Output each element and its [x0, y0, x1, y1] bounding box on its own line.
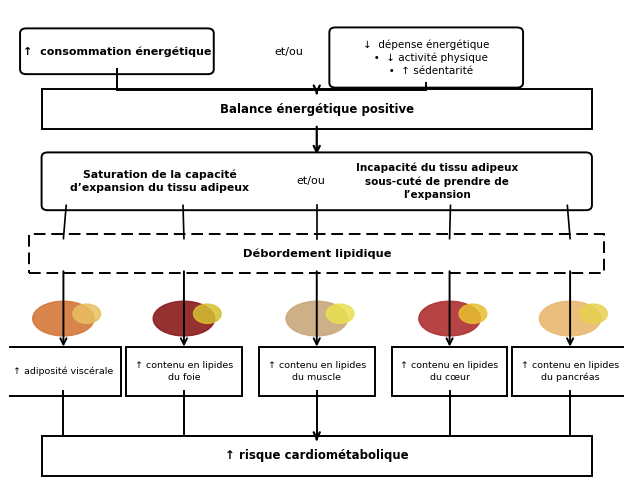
- FancyBboxPatch shape: [329, 28, 523, 87]
- Ellipse shape: [459, 304, 487, 324]
- Text: et/ou: et/ou: [296, 176, 325, 186]
- Text: Incapacité du tissu adipeux
sous-cuté de prendre de
l’expansion: Incapacité du tissu adipeux sous-cuté de…: [355, 163, 518, 199]
- Ellipse shape: [580, 304, 607, 324]
- FancyBboxPatch shape: [42, 153, 592, 210]
- Ellipse shape: [194, 304, 221, 324]
- Text: ↑ contenu en lipides
du foie: ↑ contenu en lipides du foie: [135, 361, 233, 382]
- FancyBboxPatch shape: [126, 347, 242, 396]
- Text: ↑ contenu en lipides
du pancréas: ↑ contenu en lipides du pancréas: [521, 361, 619, 382]
- Text: ↑  consommation énergétique: ↑ consommation énergétique: [23, 46, 211, 57]
- Ellipse shape: [540, 301, 601, 336]
- Ellipse shape: [419, 301, 480, 336]
- Ellipse shape: [153, 301, 215, 336]
- Ellipse shape: [326, 304, 354, 324]
- FancyBboxPatch shape: [20, 28, 214, 74]
- Ellipse shape: [286, 301, 348, 336]
- FancyBboxPatch shape: [259, 347, 375, 396]
- Text: ↑ adiposité viscérale: ↑ adiposité viscérale: [13, 367, 114, 376]
- FancyBboxPatch shape: [42, 89, 592, 129]
- Text: ↑ contenu en lipides
du muscle: ↑ contenu en lipides du muscle: [268, 361, 366, 382]
- FancyBboxPatch shape: [42, 436, 592, 476]
- Text: Balance énergétique positive: Balance énergétique positive: [220, 102, 414, 115]
- FancyBboxPatch shape: [6, 347, 121, 396]
- FancyBboxPatch shape: [512, 347, 628, 396]
- Text: Débordement lipidique: Débordement lipidique: [242, 248, 391, 259]
- Ellipse shape: [33, 301, 94, 336]
- Ellipse shape: [73, 304, 100, 324]
- Text: ↑ contenu en lipides
du cœur: ↑ contenu en lipides du cœur: [401, 361, 498, 382]
- FancyBboxPatch shape: [392, 347, 507, 396]
- Text: Saturation de la capacité
d’expansion du tissu adipeux: Saturation de la capacité d’expansion du…: [71, 170, 249, 193]
- Text: ↓  dépense énergétique
   •  ↓ activité physique
   •  ↑ sédentarité: ↓ dépense énergétique • ↓ activité physi…: [363, 39, 490, 76]
- FancyBboxPatch shape: [29, 234, 604, 273]
- Text: et/ou: et/ou: [274, 47, 304, 57]
- Text: ↑ risque cardiométabolique: ↑ risque cardiométabolique: [225, 449, 408, 462]
